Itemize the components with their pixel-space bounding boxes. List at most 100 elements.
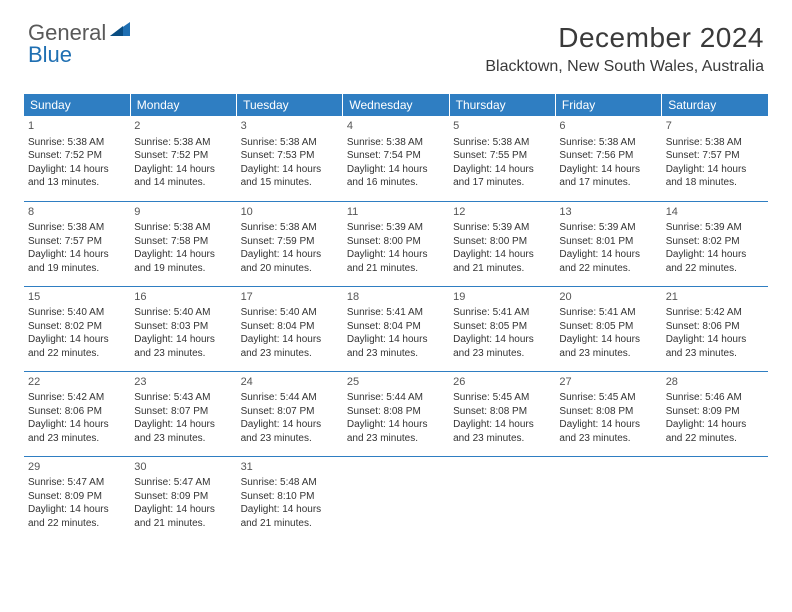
calendar-empty-cell [449,456,555,541]
calendar-day-cell: 8Sunrise: 5:38 AMSunset: 7:57 PMDaylight… [24,201,130,286]
daylight-text: and 22 minutes. [559,262,657,276]
day-number: 26 [453,375,551,390]
sunrise-text: Sunrise: 5:39 AM [347,221,445,235]
logo: General Blue [28,22,130,66]
sunset-text: Sunset: 7:56 PM [559,149,657,163]
calendar-day-cell: 10Sunrise: 5:38 AMSunset: 7:59 PMDayligh… [237,201,343,286]
daylight-text: and 14 minutes. [134,176,232,190]
sunrise-text: Sunrise: 5:38 AM [559,136,657,150]
calendar-day-cell: 27Sunrise: 5:45 AMSunset: 8:08 PMDayligh… [555,371,661,456]
sunrise-text: Sunrise: 5:38 AM [453,136,551,150]
day-number: 21 [666,290,764,305]
daylight-text: and 23 minutes. [559,432,657,446]
day-number: 23 [134,375,232,390]
sunset-text: Sunset: 8:02 PM [666,235,764,249]
calendar-day-cell: 15Sunrise: 5:40 AMSunset: 8:02 PMDayligh… [24,286,130,371]
daylight-text: and 23 minutes. [28,432,126,446]
weekday-header: Monday [130,94,236,116]
calendar-day-cell: 14Sunrise: 5:39 AMSunset: 8:02 PMDayligh… [662,201,768,286]
daylight-text: and 23 minutes. [134,347,232,361]
sunset-text: Sunset: 8:04 PM [347,320,445,334]
day-number: 6 [559,119,657,134]
calendar-day-cell: 31Sunrise: 5:48 AMSunset: 8:10 PMDayligh… [237,456,343,541]
calendar-day-cell: 30Sunrise: 5:47 AMSunset: 8:09 PMDayligh… [130,456,236,541]
day-number: 20 [559,290,657,305]
calendar-day-cell: 29Sunrise: 5:47 AMSunset: 8:09 PMDayligh… [24,456,130,541]
sunset-text: Sunset: 7:58 PM [134,235,232,249]
daylight-text: Daylight: 14 hours [347,418,445,432]
calendar-day-cell: 23Sunrise: 5:43 AMSunset: 8:07 PMDayligh… [130,371,236,456]
logo-text: General Blue [28,22,130,66]
sunset-text: Sunset: 8:08 PM [559,405,657,419]
sunrise-text: Sunrise: 5:40 AM [241,306,339,320]
sunrise-text: Sunrise: 5:38 AM [134,221,232,235]
weekday-header: Tuesday [237,94,343,116]
daylight-text: Daylight: 14 hours [453,248,551,262]
daylight-text: and 17 minutes. [559,176,657,190]
daylight-text: Daylight: 14 hours [28,163,126,177]
daylight-text: Daylight: 14 hours [559,418,657,432]
sunset-text: Sunset: 7:55 PM [453,149,551,163]
sunrise-text: Sunrise: 5:42 AM [666,306,764,320]
sunset-text: Sunset: 7:59 PM [241,235,339,249]
daylight-text: Daylight: 14 hours [453,333,551,347]
sunset-text: Sunset: 8:04 PM [241,320,339,334]
daylight-text: Daylight: 14 hours [666,418,764,432]
calendar-week-row: 8Sunrise: 5:38 AMSunset: 7:57 PMDaylight… [24,201,768,286]
daylight-text: Daylight: 14 hours [559,333,657,347]
daylight-text: and 23 minutes. [453,432,551,446]
sunrise-text: Sunrise: 5:39 AM [453,221,551,235]
daylight-text: Daylight: 14 hours [666,333,764,347]
sunset-text: Sunset: 7:57 PM [666,149,764,163]
day-number: 24 [241,375,339,390]
calendar-day-cell: 3Sunrise: 5:38 AMSunset: 7:53 PMDaylight… [237,116,343,201]
daylight-text: and 20 minutes. [241,262,339,276]
sunrise-text: Sunrise: 5:46 AM [666,391,764,405]
daylight-text: Daylight: 14 hours [241,248,339,262]
sunset-text: Sunset: 8:00 PM [347,235,445,249]
sunrise-text: Sunrise: 5:39 AM [559,221,657,235]
day-number: 28 [666,375,764,390]
calendar-day-cell: 21Sunrise: 5:42 AMSunset: 8:06 PMDayligh… [662,286,768,371]
sunset-text: Sunset: 8:06 PM [666,320,764,334]
sunset-text: Sunset: 8:03 PM [134,320,232,334]
sunrise-text: Sunrise: 5:38 AM [241,221,339,235]
calendar-day-cell: 12Sunrise: 5:39 AMSunset: 8:00 PMDayligh… [449,201,555,286]
sunset-text: Sunset: 7:52 PM [134,149,232,163]
daylight-text: Daylight: 14 hours [347,248,445,262]
sunrise-text: Sunrise: 5:41 AM [453,306,551,320]
header: General Blue December 2024 Blacktown, Ne… [0,0,792,84]
calendar-body: 1Sunrise: 5:38 AMSunset: 7:52 PMDaylight… [24,116,768,541]
sunset-text: Sunset: 8:10 PM [241,490,339,504]
daylight-text: and 22 minutes. [666,432,764,446]
calendar-day-cell: 17Sunrise: 5:40 AMSunset: 8:04 PMDayligh… [237,286,343,371]
sunrise-text: Sunrise: 5:48 AM [241,476,339,490]
day-number: 22 [28,375,126,390]
day-number: 13 [559,205,657,220]
day-number: 2 [134,119,232,134]
daylight-text: Daylight: 14 hours [241,418,339,432]
daylight-text: and 23 minutes. [666,347,764,361]
daylight-text: and 21 minutes. [241,517,339,531]
daylight-text: Daylight: 14 hours [347,333,445,347]
sunset-text: Sunset: 8:09 PM [28,490,126,504]
daylight-text: and 23 minutes. [559,347,657,361]
sunset-text: Sunset: 8:00 PM [453,235,551,249]
daylight-text: and 23 minutes. [347,432,445,446]
sunrise-text: Sunrise: 5:38 AM [347,136,445,150]
daylight-text: Daylight: 14 hours [134,503,232,517]
calendar-empty-cell [343,456,449,541]
sunrise-text: Sunrise: 5:42 AM [28,391,126,405]
calendar-day-cell: 9Sunrise: 5:38 AMSunset: 7:58 PMDaylight… [130,201,236,286]
day-number: 18 [347,290,445,305]
daylight-text: Daylight: 14 hours [241,163,339,177]
sunset-text: Sunset: 8:09 PM [666,405,764,419]
sunrise-text: Sunrise: 5:45 AM [559,391,657,405]
day-number: 25 [347,375,445,390]
sunset-text: Sunset: 8:09 PM [134,490,232,504]
day-number: 19 [453,290,551,305]
calendar-day-cell: 6Sunrise: 5:38 AMSunset: 7:56 PMDaylight… [555,116,661,201]
daylight-text: and 23 minutes. [241,347,339,361]
daylight-text: and 22 minutes. [666,262,764,276]
sunrise-text: Sunrise: 5:44 AM [241,391,339,405]
